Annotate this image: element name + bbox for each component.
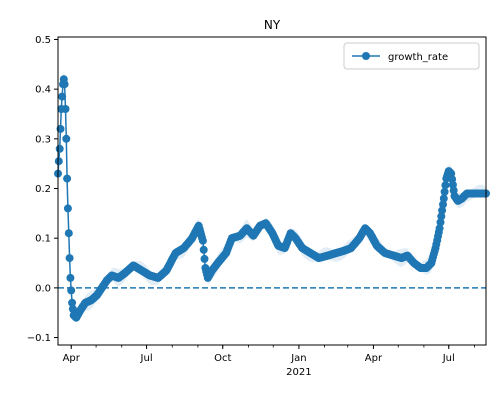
data-point	[200, 254, 209, 263]
data-point	[439, 200, 447, 209]
data-point	[66, 273, 75, 282]
axes: −0.1 0.0 0.1 0.2 0.3 0.4 0.5 Apr Jul Oct Jan 2021 Ap…	[27, 35, 487, 378]
y-tick-label: 0.5	[35, 35, 51, 46]
data-point	[62, 134, 71, 143]
data-point	[61, 105, 70, 113]
data-point	[435, 224, 444, 233]
series-growth-rate	[54, 75, 490, 322]
y-tick-label: 0.1	[35, 234, 51, 245]
data-point	[54, 157, 63, 166]
y-tick-label: 0.3	[35, 134, 51, 145]
data-point	[440, 187, 449, 196]
data-point	[68, 305, 77, 313]
x-tick-label: Jan	[290, 353, 306, 364]
data-point	[437, 212, 446, 221]
data-point	[63, 174, 72, 183]
chart-title: NY	[264, 18, 281, 32]
data-point	[65, 254, 74, 263]
data-point	[58, 92, 67, 101]
data-point	[436, 218, 445, 227]
x-tick-label: Apr	[63, 353, 81, 364]
legend-box	[343, 42, 480, 70]
data-point	[67, 286, 76, 295]
legend-label: growth_rate	[388, 52, 448, 63]
data-point	[439, 194, 448, 203]
data-point	[199, 245, 208, 254]
data-point	[198, 236, 207, 245]
y-tick-label: −0.1	[27, 333, 51, 344]
data-point	[64, 229, 73, 238]
data-point	[55, 144, 64, 153]
data-point	[438, 206, 447, 215]
y-tick-label: 0.2	[35, 184, 51, 195]
band-area	[58, 70, 486, 322]
confidence-band	[58, 70, 486, 322]
x-tick-label: Apr	[365, 353, 383, 364]
legend: growth_rate	[343, 42, 480, 70]
data-point	[60, 80, 69, 89]
x-tick-year-label: 2021	[286, 367, 311, 378]
x-tick-label: Jul	[140, 353, 153, 364]
data-point	[63, 204, 72, 213]
x-tick-label: Jul	[442, 353, 455, 364]
x-tick-label: Oct	[214, 353, 231, 364]
y-tick-label: 0.4	[35, 85, 51, 96]
data-point	[68, 298, 77, 307]
data-point	[441, 181, 450, 190]
y-tick-label: 0.0	[35, 283, 51, 294]
legend-marker	[362, 52, 370, 60]
plot-frame	[57, 36, 487, 346]
